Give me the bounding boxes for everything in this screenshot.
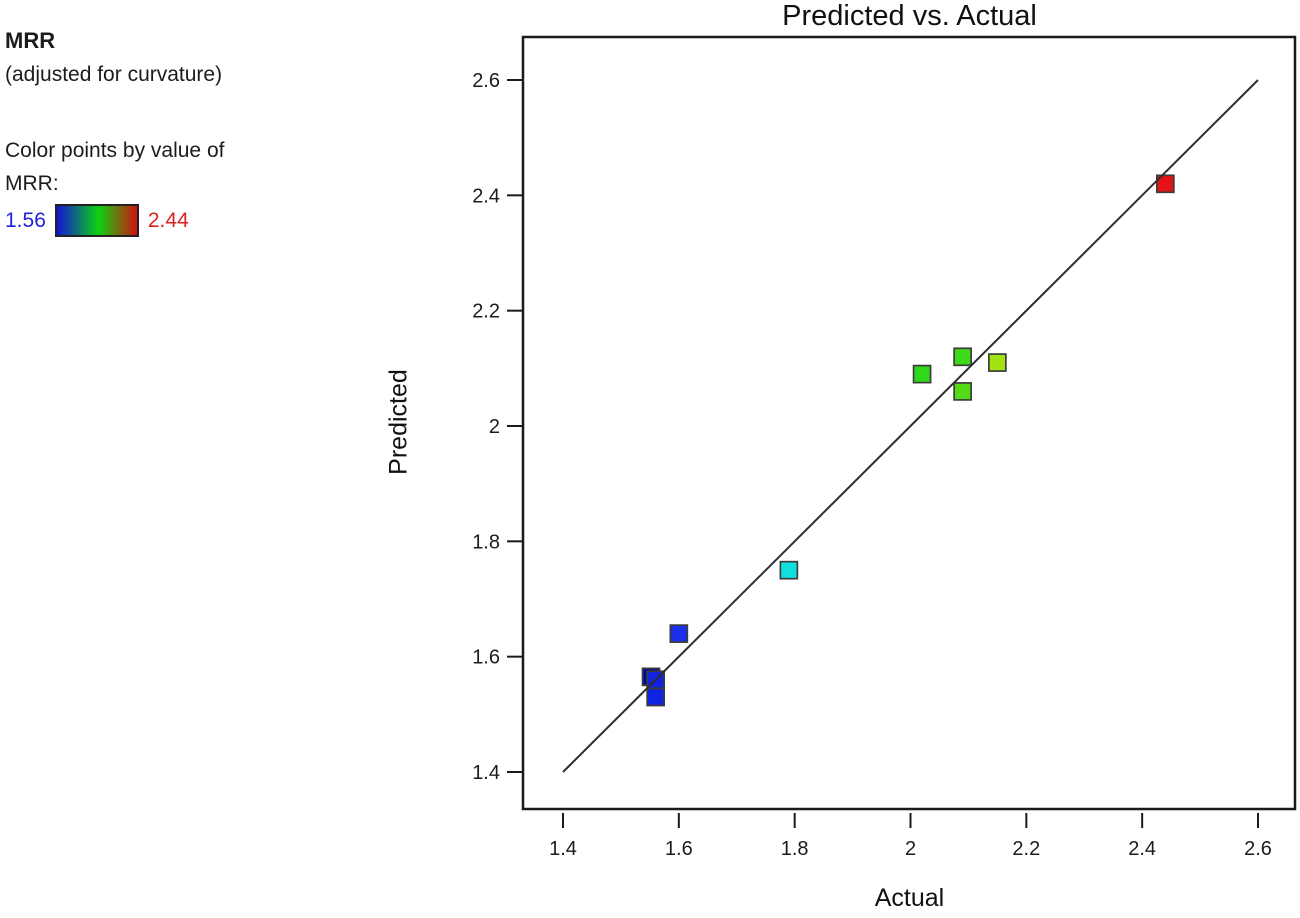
data-point [779,560,799,580]
y-tick-label: 2 [489,416,500,438]
y-tick-label: 1.4 [472,762,500,784]
color-gradient-bar [54,204,139,237]
color-scale-max-value: 2.44 [147,208,189,232]
y-tick-label: 2.6 [472,70,500,92]
color-scale-min-value: 1.56 [5,208,46,232]
chart-title: Predicted vs. Actual [782,0,1037,32]
x-tick-label: 2.2 [1012,838,1040,860]
x-tick-label: 1.4 [549,838,577,860]
legend-color-note-line1: Color points by value of [5,139,225,162]
y-tick-label: 2.4 [472,185,500,207]
legend-color-note: Color points by value of MRR: [5,134,224,200]
legend-subtitle: (adjusted for curvature) [5,63,223,86]
legend-panel: MRR (adjusted for curvature) Color point… [5,24,224,237]
data-point [953,382,972,401]
y-tick-label: 1.8 [472,531,500,553]
y-tick-label: 1.6 [472,647,500,669]
identity-line [562,79,1259,773]
x-tick-label: 1.6 [665,838,693,860]
color-scale: 1.56 2.44 [5,204,224,237]
y-tick-label: 2.2 [472,301,500,323]
x-tick-label: 2 [905,838,916,860]
x-tick-label: 1.8 [781,838,809,860]
data-point [988,353,1007,372]
data-point [669,624,689,643]
x-axis-label: Actual [874,884,945,912]
data-point [953,347,972,367]
data-point [646,687,666,707]
legend-title: MRR [5,28,56,53]
legend-color-note-line2: MRR: [5,172,59,195]
x-tick-label: 2.4 [1128,838,1156,860]
data-point [912,364,932,384]
x-tick-label: 2.6 [1244,838,1272,860]
plot-border [521,35,1297,811]
data-point [1155,174,1175,194]
